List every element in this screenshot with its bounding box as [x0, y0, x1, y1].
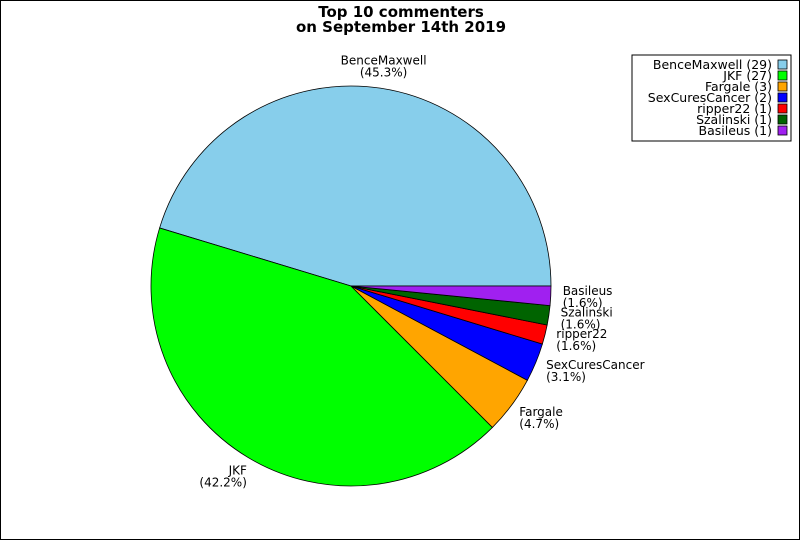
slice-label-bencemaxwell: BenceMaxwell — [341, 53, 427, 67]
legend-swatch-basileus — [777, 125, 788, 136]
slice-jkf — [150, 227, 493, 487]
slice-label-ripper22: ripper22 — [556, 327, 607, 341]
slice-bencemaxwell — [159, 85, 552, 287]
slice-basileus — [350, 285, 552, 307]
slice-label-sexcurescancer: SexCuresCancer — [546, 358, 644, 372]
legend-label-fargale: Fargale (3) — [705, 79, 772, 94]
legend-swatch-bencemaxwell — [777, 59, 788, 70]
slice-label-fargale: Fargale — [519, 405, 563, 419]
legend-label-sexcurescancer: SexCuresCancer (2) — [648, 90, 772, 105]
slice-percent-szalinski: (1.6%) — [561, 318, 601, 332]
slice-label-jkf: JKF — [228, 463, 247, 477]
slice-label-basileus: Basileus — [563, 284, 613, 298]
legend-label-szalinski: Szalinski (1) — [696, 112, 772, 127]
legend-label-ripper22: ripper22 (1) — [697, 101, 772, 116]
legend-label-jkf: JKF (27) — [722, 68, 772, 83]
slice-percent-ripper22: (1.6%) — [556, 339, 596, 353]
legend-swatch-jkf — [777, 70, 788, 81]
pie-slices — [150, 85, 552, 487]
legend-swatch-fargale — [777, 81, 788, 92]
legend-swatch-ripper22 — [777, 103, 788, 114]
slice-labels: BenceMaxwell(45.3%) JKF(42.2%) Fargale(4.7… — [199, 53, 644, 489]
legend-swatch-sexcurescancer — [777, 92, 788, 103]
slice-percent-fargale: (4.7%) — [519, 417, 559, 431]
legend-label-basileus: Basileus (1) — [699, 123, 773, 138]
chart-title-line-2: on September 14th 2019 — [296, 18, 506, 36]
slice-percent-sexcurescancer: (3.1%) — [546, 370, 586, 384]
slice-percent-jkf: (42.2%) — [199, 475, 246, 489]
legend: BenceMaxwell (29)JKF (27)Fargale (3)SexC… — [631, 54, 792, 142]
legend-swatch-szalinski — [777, 114, 788, 125]
legend-box — [631, 54, 792, 142]
slice-percent-bencemaxwell: (45.3%) — [360, 65, 407, 79]
slice-label-szalinski: Szalinski — [561, 306, 613, 320]
slice-percent-basileus: (1.6%) — [563, 296, 603, 310]
chart-title-line-1: Top 10 commenters — [318, 3, 484, 21]
legend-label-bencemaxwell: BenceMaxwell (29) — [653, 57, 772, 72]
